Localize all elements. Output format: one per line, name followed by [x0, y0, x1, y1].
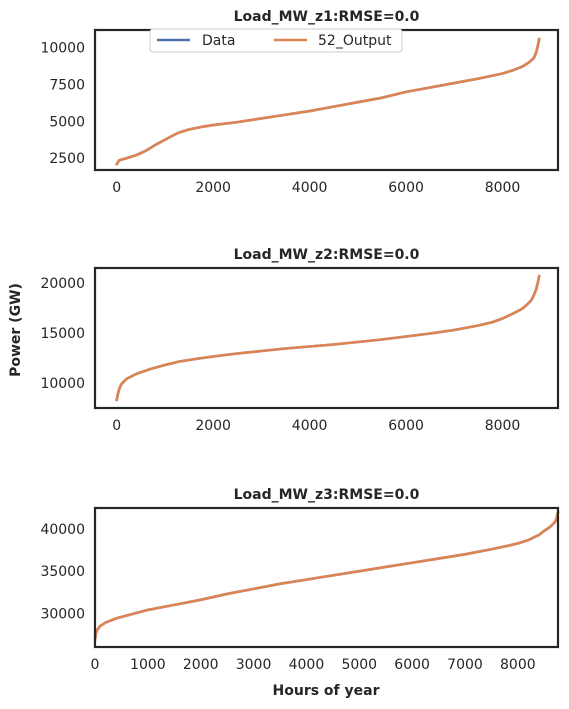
- series-line-output: [93, 510, 560, 642]
- y-tick-label: 5000: [49, 114, 85, 130]
- y-tick-label: 40000: [40, 522, 85, 538]
- y-tick-label: 10000: [40, 376, 85, 392]
- legend: Data 52_Output: [149, 28, 403, 53]
- x-tick-label: 6000: [394, 657, 430, 673]
- x-tick-label: 4000: [292, 418, 328, 434]
- series-line-output: [115, 274, 541, 402]
- x-tick-label: 4000: [289, 657, 325, 673]
- x-tick-label: 0: [112, 180, 121, 196]
- x-tick-label: 0: [112, 418, 121, 434]
- x-tick-label: 8000: [500, 657, 536, 673]
- y-tick-label: 7500: [49, 78, 85, 94]
- x-tick-label: 8000: [485, 180, 521, 196]
- x-tick-label: 3000: [236, 657, 272, 673]
- subplot-z3: Load_MW_z3:RMSE=0.0 0 1000 2000 3000 4000 5000…: [40, 487, 560, 673]
- y-tick-label: 30000: [40, 606, 85, 622]
- y-tick-label: 20000: [40, 276, 85, 292]
- y-tick-label: 35000: [40, 564, 85, 580]
- x-tick-label: 2000: [195, 418, 231, 434]
- subplot-title: Load_MW_z1:RMSE=0.0: [234, 9, 420, 25]
- axes-frame: [93, 506, 560, 649]
- y-tick-label: 15000: [40, 326, 85, 342]
- subplot-z2: Load_MW_z2:RMSE=0.0 0 2000 4000 6000 8000 1000…: [40, 247, 560, 434]
- x-tick-label: 6000: [388, 418, 424, 434]
- x-tick-label: 6000: [388, 180, 424, 196]
- x-axis-label: Hours of year: [273, 683, 380, 699]
- x-tick-label: 4000: [292, 180, 328, 196]
- legend-label-data: Data: [202, 33, 235, 49]
- x-tick-label: 2000: [183, 657, 219, 673]
- legend-label-output: 52_Output: [318, 33, 392, 49]
- x-tick-label: 0: [91, 657, 100, 673]
- subplot-title: Load_MW_z2:RMSE=0.0: [234, 247, 420, 263]
- axes-frame: [93, 266, 560, 410]
- y-tick-label: 2500: [49, 151, 85, 167]
- x-tick-label: 2000: [195, 180, 231, 196]
- x-tick-label: 7000: [447, 657, 483, 673]
- y-axis-label: Power (GW): [8, 283, 24, 377]
- x-tick-label: 8000: [485, 418, 521, 434]
- subplot-title: Load_MW_z3:RMSE=0.0: [234, 487, 420, 503]
- x-tick-label: 5000: [341, 657, 377, 673]
- series-line-output: [115, 37, 541, 166]
- y-tick-label: 10000: [40, 41, 85, 57]
- x-tick-label: 1000: [130, 657, 166, 673]
